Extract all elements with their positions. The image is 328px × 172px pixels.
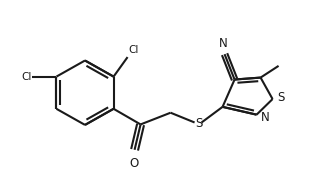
Text: S: S — [195, 117, 203, 130]
Text: N: N — [260, 111, 269, 124]
Text: Cl: Cl — [21, 72, 31, 82]
Text: Cl: Cl — [129, 45, 139, 55]
Text: O: O — [129, 157, 138, 170]
Text: S: S — [277, 91, 285, 104]
Text: N: N — [219, 37, 228, 50]
